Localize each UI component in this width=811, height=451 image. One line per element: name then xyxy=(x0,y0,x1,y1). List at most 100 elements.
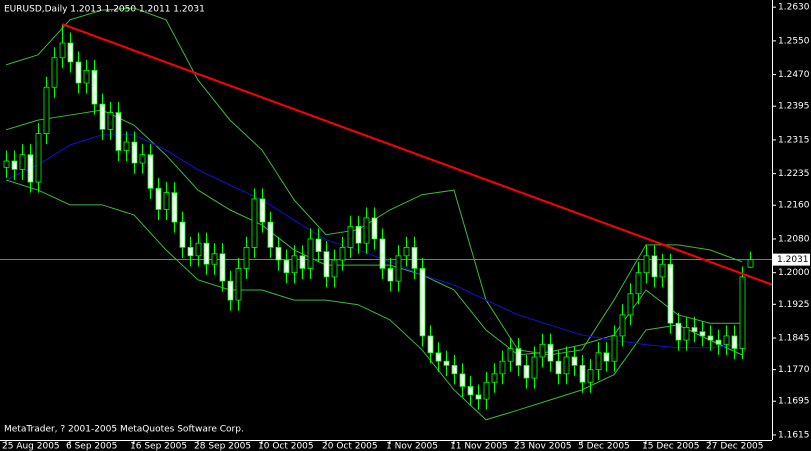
candle-body xyxy=(179,221,186,248)
copyright: MetaTrader, ? 2001-2005 MetaQuotes Softw… xyxy=(4,425,244,435)
candle-body xyxy=(571,356,578,366)
candle-body xyxy=(331,259,338,278)
candle-body xyxy=(435,352,442,362)
candle-body xyxy=(11,160,18,170)
y-tick-label: 1.2550 xyxy=(778,36,810,46)
candle-body xyxy=(579,365,586,383)
candle-body xyxy=(283,259,290,274)
y-tick-label: 1.2630 xyxy=(778,3,810,13)
candle-body xyxy=(315,238,322,253)
candle-body xyxy=(611,335,618,362)
candle-body xyxy=(627,293,634,316)
candle-body xyxy=(459,373,466,387)
candle-body xyxy=(371,217,378,240)
y-tick-label: 1.2160 xyxy=(778,201,810,211)
y-tick-label: 1.2235 xyxy=(778,169,810,179)
candle-body xyxy=(67,42,74,63)
candle-body xyxy=(115,112,122,151)
trendline xyxy=(61,23,772,286)
candle-body xyxy=(363,217,370,244)
candle-body xyxy=(587,369,594,383)
candle-body xyxy=(427,335,434,354)
candle-body xyxy=(267,221,274,248)
candle-body xyxy=(419,268,426,337)
candle-body xyxy=(731,335,738,349)
x-tick-label: 23 Nov 2005 xyxy=(514,442,572,451)
x-tick-label: 28 Sep 2005 xyxy=(194,442,251,451)
y-tick-label: 1.2395 xyxy=(778,102,810,112)
candle-body xyxy=(387,268,394,282)
candle-body xyxy=(675,322,682,341)
candle-body xyxy=(147,154,154,189)
candle-body xyxy=(203,242,210,265)
x-tick-label: 5 Dec 2005 xyxy=(578,442,630,451)
x-tick-label: 15 Dec 2005 xyxy=(642,442,700,451)
candle-body xyxy=(411,246,418,269)
candle-body xyxy=(299,255,306,269)
candle-body xyxy=(539,343,546,358)
candle-body xyxy=(99,103,106,130)
indicator-line xyxy=(5,109,742,356)
x-tick-label: 11 Nov 2005 xyxy=(450,442,508,451)
candle-body xyxy=(59,42,66,59)
candle-body xyxy=(515,348,522,366)
candle-body xyxy=(163,192,170,210)
candle-body xyxy=(747,259,754,268)
candle-body xyxy=(467,386,474,396)
candle-body xyxy=(635,272,642,295)
candle-body xyxy=(619,314,626,337)
candle-body xyxy=(491,373,498,383)
plot-area xyxy=(0,7,772,421)
candle-body xyxy=(131,141,138,164)
x-tick-label: 1 Nov 2005 xyxy=(386,442,438,451)
candle-body xyxy=(291,255,298,274)
candle-body xyxy=(155,187,162,210)
candle-body xyxy=(211,253,218,265)
x-tick-label: 27 Dec 2005 xyxy=(706,442,764,451)
x-tick-label: 20 Oct 2005 xyxy=(322,442,378,451)
x-tick-label: 10 Oct 2005 xyxy=(258,442,314,451)
candle-body xyxy=(443,360,450,366)
candle-body xyxy=(651,255,658,278)
candle-body xyxy=(683,327,690,341)
candle-body xyxy=(507,348,514,362)
y-tick-label: 1.1615 xyxy=(778,430,810,440)
candle-body xyxy=(227,280,234,301)
candle-body xyxy=(499,360,506,375)
indicator-line xyxy=(5,134,743,349)
candle-body xyxy=(187,246,194,257)
candle-body xyxy=(75,61,82,84)
candle-body xyxy=(595,352,602,371)
candle-body xyxy=(171,192,178,223)
candle-body xyxy=(243,246,250,269)
candle-body xyxy=(475,394,482,400)
candle-body xyxy=(483,381,490,400)
candle-body xyxy=(355,225,362,244)
candle-body xyxy=(139,154,146,164)
candle-body xyxy=(251,198,258,248)
candle-body xyxy=(451,365,458,375)
candle-body xyxy=(643,255,650,274)
x-tick-label: 25 Aug 2005 xyxy=(2,442,60,451)
candle-body xyxy=(43,86,50,135)
candle-body xyxy=(555,360,562,375)
candle-body xyxy=(547,343,554,362)
candle-body xyxy=(667,263,674,324)
candle-body xyxy=(195,242,202,257)
candle-body xyxy=(395,255,402,282)
candle-body xyxy=(51,57,58,88)
candle-body xyxy=(123,141,130,151)
y-tick-label: 1.1925 xyxy=(778,300,810,310)
y-tick-label: 1.2470 xyxy=(778,70,810,80)
candle-body xyxy=(27,154,34,183)
y-tick-label: 1.1695 xyxy=(778,397,810,407)
x-tick-label: 16 Sep 2005 xyxy=(130,442,187,451)
candle-body xyxy=(83,69,90,84)
candle-body xyxy=(235,268,242,301)
indicator-line xyxy=(5,179,743,421)
candle-body xyxy=(723,335,730,345)
candle-body xyxy=(739,276,746,349)
candle-body xyxy=(307,238,314,269)
